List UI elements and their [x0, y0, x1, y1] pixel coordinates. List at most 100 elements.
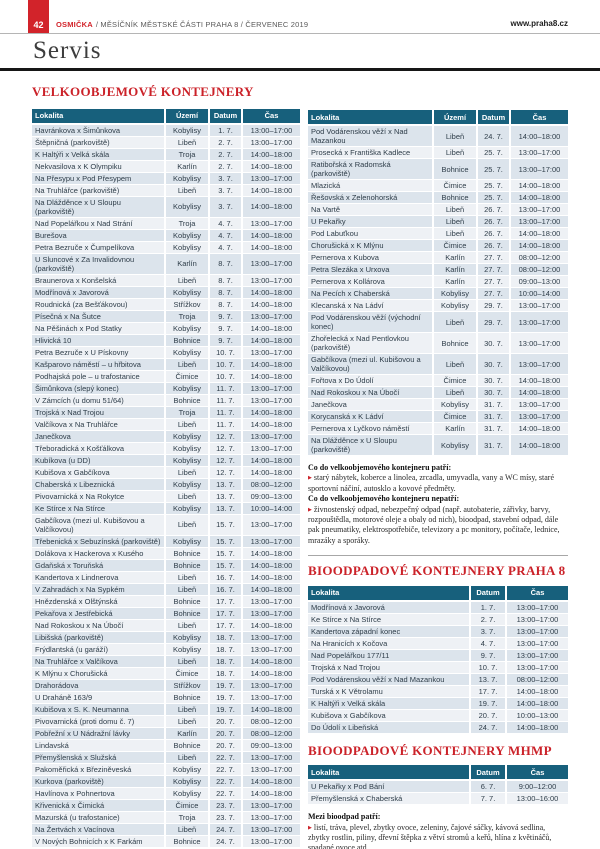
- column-header: Lokalita: [32, 108, 165, 125]
- table-cell: Čimice: [432, 239, 477, 252]
- table-row: Písečná x Na Šutce Troja 9. 7. 13:00–17:00: [32, 309, 300, 323]
- table-cell: Petra Bezruče x Čumpelíkova: [32, 240, 165, 254]
- table-row: Pakoměřická x Březiněveská Kobylisy 22. 7.…: [32, 762, 300, 776]
- table-cell: 13:00–17:00: [505, 648, 568, 662]
- table-cell: U Pekařky: [308, 215, 433, 228]
- info-text: živnostenský odpad, nebezpečný odpad (na…: [308, 504, 560, 545]
- table-cell: 13:00–17:00: [241, 171, 300, 185]
- header-row: Lokalita Datum Čas: [308, 585, 568, 602]
- table-cell: Karlín: [164, 252, 209, 275]
- table-cell: Libeň: [432, 353, 477, 375]
- table-cell: 13:00–17:00: [241, 309, 300, 323]
- table-row: Řešovská x Zelenohorská Bohnice 25. 7. 14:0…: [308, 191, 568, 204]
- table-cell: 23. 7.: [208, 798, 242, 812]
- table-cell: Kobylisy: [164, 321, 209, 335]
- website-link[interactable]: www.praha8.cz: [510, 19, 569, 28]
- table-row: Havlínova x Pohnertova Kobylisy 22. 7. 14:0…: [32, 786, 300, 800]
- table-cell: Do Údolí x Libeňská: [308, 720, 470, 733]
- table-cell: 6. 7.: [469, 779, 506, 793]
- table-cell: 18. 7.: [208, 642, 242, 656]
- table-row: Na Pecích x Chaberská Kobylisy 27. 7. 10:00…: [308, 287, 568, 300]
- table-cell: Střížkov: [164, 678, 209, 692]
- table-cell: 09:00–13:00: [509, 275, 568, 288]
- table-row: Pekařova x Jestřebická Bohnice 17. 7. 13:00…: [32, 606, 300, 620]
- table-cell: 31. 7.: [476, 434, 510, 455]
- table-cell: Karlín: [432, 275, 477, 288]
- table-cell: Bohnice: [164, 393, 209, 407]
- table-row: Janečkova Kobylisy 31. 7. 13:00–17:00: [308, 398, 568, 411]
- table-cell: Libeň: [432, 215, 477, 228]
- table-cell: Libeň: [164, 702, 209, 716]
- table-cell: Kobylisy: [164, 240, 209, 254]
- table-cell: 13:00–17:00: [241, 345, 300, 359]
- table-cell: 14:00–18:00: [241, 195, 300, 218]
- table-row: Na Truhlářce (parkoviště) Libeň 3. 7. 14:00…: [32, 183, 300, 197]
- table-row: Pivovarnická (proti domu č. 7) Libeň 20. 7…: [32, 714, 300, 728]
- table-cell: Libeň: [164, 582, 209, 596]
- table-cell: 25. 7.: [476, 191, 510, 204]
- table-row: Na Přesypu x Pod Přesypem Kobylisy 3. 7. 13…: [32, 171, 300, 185]
- table-cell: 13:00–17:00: [241, 750, 300, 764]
- table-cell: Kobylisy: [432, 398, 477, 411]
- table-cell: Nekvasilova x K Olympiku: [32, 159, 165, 173]
- table-cell: 17. 7.: [208, 594, 242, 608]
- table-cell: Frýdlantská (u garáží): [32, 642, 165, 656]
- table-cell: 8. 7.: [208, 285, 242, 299]
- table-cell: U Draháně 163/9: [32, 690, 165, 704]
- bio-mhmp-table: Lokalita Datum Čas U Pekařky x Pod Bání 6. …: [308, 765, 568, 805]
- table-row: Pobřežní x U Nádražní lávky Karlín 20. 7. 0…: [32, 726, 300, 740]
- table-cell: Nad Rokoskou x Na Úbočí: [32, 618, 165, 632]
- table-cell: 11. 7.: [208, 381, 242, 395]
- table-cell: 19. 7.: [469, 696, 506, 710]
- table-cell: 10:00–14:00: [241, 501, 300, 515]
- table-row: Gabčíkova (mezi ul. Kubišovou a Valčíkov…: [308, 353, 568, 375]
- table-cell: 14:00–18:00: [509, 124, 568, 147]
- table-cell: Na Přesypu x Pod Přesypem: [32, 171, 165, 185]
- table-row: Petra Bezruče x U Pískovny Kobylisy 10. 7.…: [32, 345, 300, 359]
- table-cell: Troja: [164, 147, 209, 161]
- table-cell: 13:00–17:00: [505, 636, 568, 650]
- table-row: Nad Popelářkou 177/11 9. 7. 13:00–17:00: [308, 648, 568, 662]
- table-row: Turská x K Větrolamu 17. 7. 14:00–18:00: [308, 684, 568, 698]
- table-cell: Libeň: [164, 513, 209, 536]
- table-cell: Kobylisy: [432, 299, 477, 312]
- table-row: U Sluncové x Za Invalidovnou (parkoviště…: [32, 252, 300, 275]
- table-cell: Pod Vodárenskou věží x Nad Mazankou: [308, 124, 433, 147]
- table-cell: 15. 7.: [208, 558, 242, 572]
- table-row: Frýdlantská (u garáží) Kobylisy 18. 7. 13:0…: [32, 642, 300, 656]
- table-cell: Petra Bezruče x U Pískovny: [32, 345, 165, 359]
- table-cell: Fořtova x Do Údolí: [308, 374, 433, 387]
- table-cell: Modřínová x Javorová: [32, 285, 165, 299]
- table-cell: 13:00–17:00: [241, 642, 300, 656]
- table-cell: Turská x K Větrolamu: [308, 684, 470, 698]
- table-header: Lokalita Území Datum Čas: [308, 110, 568, 126]
- table-row: Pod Vodárenskou věží x Nad Mazankou Libeň…: [308, 124, 568, 147]
- table-cell: 2. 7.: [208, 159, 242, 173]
- table-row: Kubišova x Gabčíkova Libeň 12. 7. 14:00–18:…: [32, 465, 300, 479]
- table-cell: 12. 7.: [208, 441, 242, 455]
- table-cell: Kandertova x Lindnerova: [32, 570, 165, 584]
- table-cell: 3. 7.: [208, 171, 242, 185]
- column-header: Datum: [469, 585, 506, 602]
- header-row: Lokalita Datum Čas: [308, 765, 568, 782]
- table-cell: Na Pěšinách x Pod Statky: [32, 321, 165, 335]
- table-cell: 09:00–13:00: [241, 489, 300, 503]
- table-cell: 14:00–18:00: [509, 191, 568, 204]
- table-cell: Chaberská x Libeznická: [32, 477, 165, 491]
- magazine-brand: OSMIČKA: [56, 20, 93, 29]
- table-cell: 19. 7.: [208, 678, 242, 692]
- table-cell: Bohnice: [432, 191, 477, 204]
- table-cell: Čimice: [432, 179, 477, 192]
- table-cell: Kobylisy: [164, 228, 209, 242]
- table-cell: 4. 7.: [469, 636, 506, 650]
- table-cell: Kobylisy: [164, 195, 209, 218]
- table-cell: 22. 7.: [208, 786, 242, 800]
- table-cell: 9. 7.: [208, 309, 242, 323]
- table-cell: 10. 7.: [208, 369, 242, 383]
- bulky-containers-table-right: Lokalita Území Datum Čas Pod Vodárenskou vě…: [308, 110, 568, 455]
- table-cell: 24. 7.: [208, 834, 242, 847]
- table-cell: 9:00–12:00: [505, 779, 568, 793]
- table-cell: 3. 7.: [208, 195, 242, 218]
- table-cell: Valčíkova x Na Truhlářce: [32, 417, 165, 431]
- table-cell: 14:00–18:00: [241, 297, 300, 311]
